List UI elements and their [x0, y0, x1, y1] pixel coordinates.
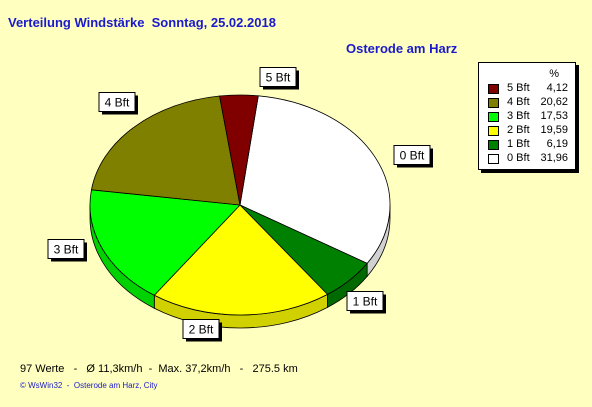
- legend-swatch: [488, 154, 499, 164]
- slice-label-text: 2 Bft: [189, 323, 214, 337]
- legend-item-value: 20,62: [540, 96, 568, 108]
- pie-slice-2-bft: [153, 204, 329, 316]
- slice-label-box: [346, 291, 384, 311]
- chart-subtitle: Osterode am Harz: [346, 41, 458, 56]
- legend-item: 5 Bft 4,12: [488, 82, 574, 95]
- slice-label-text: 4 Bft: [105, 96, 130, 110]
- slice-label-text: 3 Bft: [54, 243, 79, 257]
- legend-swatch: [488, 126, 499, 136]
- credit-line: © WsWin32 - Osterode am Harz, City: [20, 381, 158, 390]
- legend-swatch: [488, 98, 499, 108]
- slice-label: 0 Bft: [393, 145, 433, 168]
- legend-swatch: [488, 112, 499, 122]
- legend-item-value: 17,53: [540, 110, 568, 122]
- chart-title: Verteilung Windstärke Sonntag, 25.02.201…: [8, 15, 276, 30]
- legend-item: 1 Bft 6,19: [488, 138, 574, 151]
- legend-item: 2 Bft 19,59: [488, 124, 574, 137]
- slice-label-text: 1 Bft: [353, 295, 378, 309]
- legend-item-label: 0 Bft: [507, 152, 530, 164]
- slice-label-box: [98, 92, 136, 112]
- legend-unit-header: %: [549, 68, 559, 80]
- slice-label: 3 Bft: [47, 239, 87, 262]
- chart-legend: % 5 Bft 4,12 4 Bft 20,62 3 Bft 17,53 2 B…: [478, 62, 576, 170]
- legend-item-value: 6,19: [546, 138, 568, 150]
- legend-swatch: [488, 84, 499, 94]
- slice-label-box: [393, 145, 431, 165]
- legend-item: 3 Bft 17,53: [488, 110, 574, 123]
- slice-label-text: 5 Bft: [266, 71, 291, 85]
- slice-label: 4 Bft: [98, 92, 138, 115]
- legend-item: 4 Bft 20,62: [488, 96, 574, 109]
- legend-item-label: 5 Bft: [507, 82, 530, 94]
- legend-item-label: 3 Bft: [507, 110, 530, 122]
- slice-label-box: [182, 319, 220, 339]
- legend-item-value: 4,12: [546, 82, 568, 94]
- legend-item: 0 Bft 31,96: [488, 152, 574, 165]
- legend-item-value: 31,96: [540, 152, 568, 164]
- pie-slice-3-bft: [89, 189, 241, 296]
- legend-item-label: 4 Bft: [507, 96, 530, 108]
- slice-label-text: 0 Bft: [400, 149, 425, 163]
- pie-slice-4-bft: [90, 95, 241, 206]
- pie-slice-5-bft: [219, 94, 259, 206]
- legend-item-label: 2 Bft: [507, 124, 530, 136]
- pie-slice-0-bft: [239, 95, 391, 264]
- legend-item-label: 1 Bft: [507, 138, 530, 150]
- slice-label: 2 Bft: [182, 319, 222, 342]
- slice-label-box: [259, 67, 297, 87]
- slice-label: 5 Bft: [259, 67, 299, 90]
- slice-label: 1 Bft: [346, 291, 386, 314]
- slice-label-box: [47, 239, 85, 259]
- summary-stats: 97 Werte - Ø 11,3km/h - Max. 37,2km/h - …: [20, 363, 298, 375]
- legend-swatch: [488, 140, 499, 150]
- legend-item-value: 19,59: [540, 124, 568, 136]
